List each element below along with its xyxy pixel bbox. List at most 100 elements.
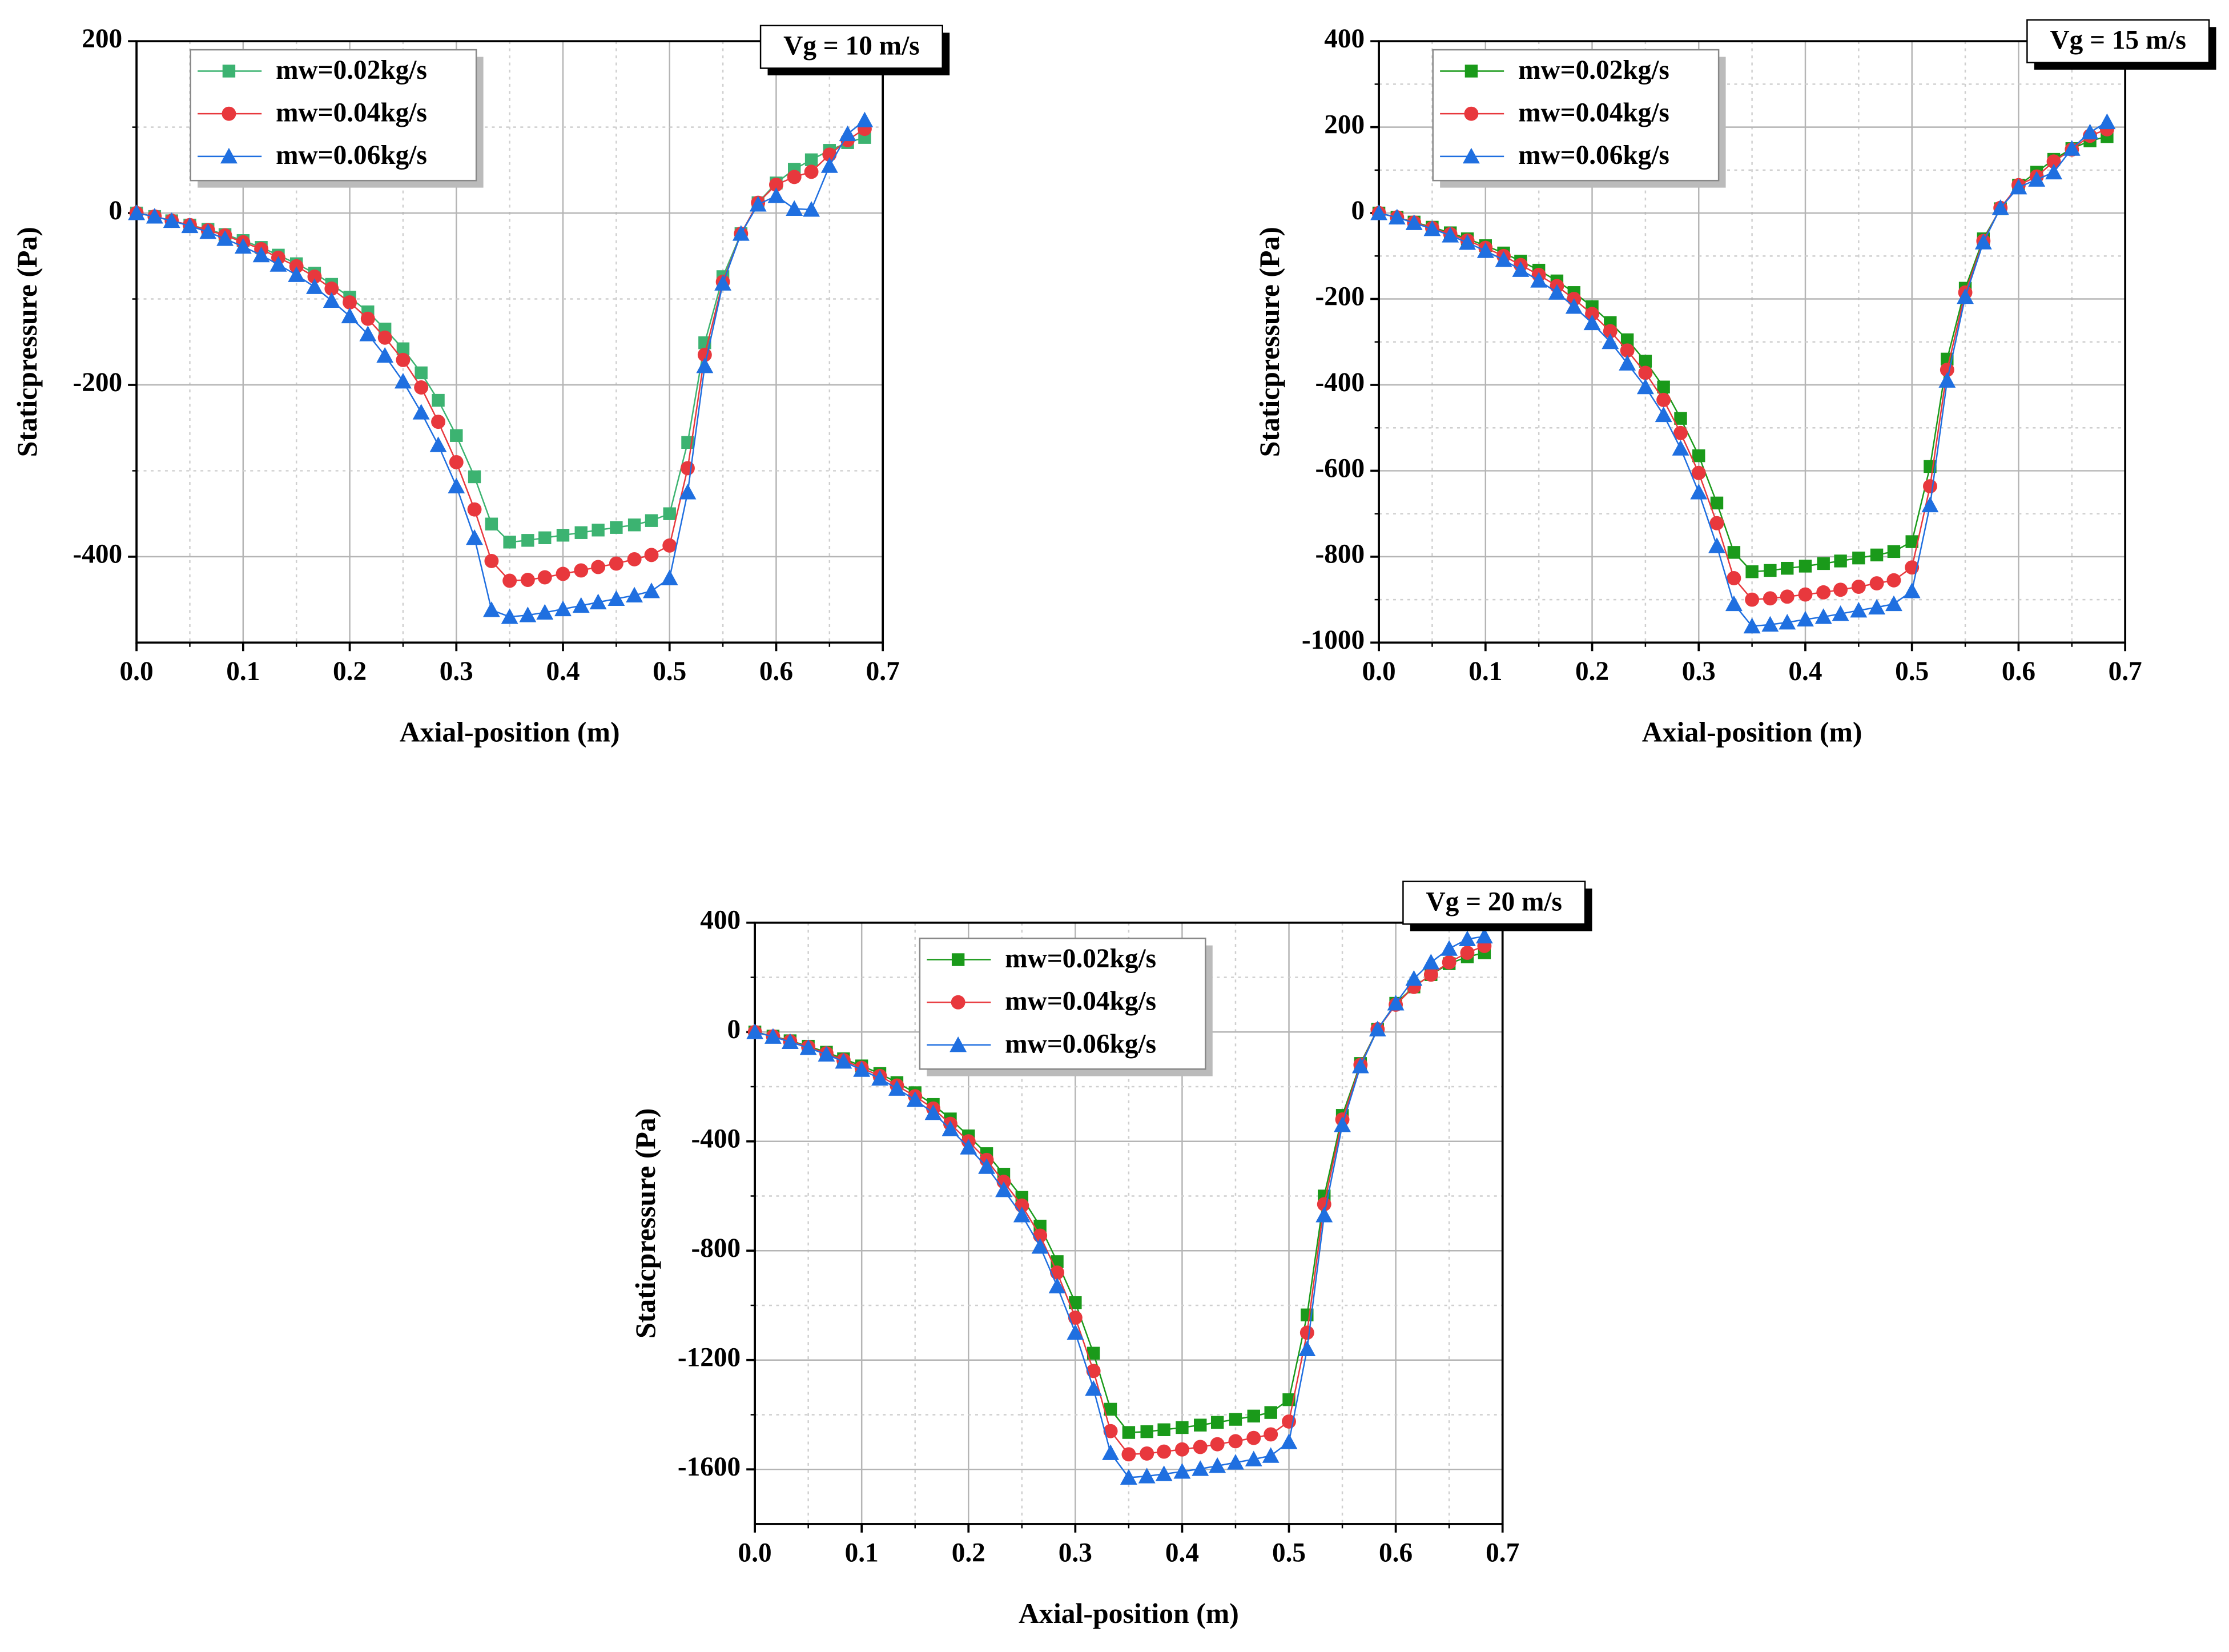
marker <box>1227 1454 1244 1470</box>
marker <box>610 521 623 534</box>
marker <box>1619 355 1636 371</box>
marker <box>1068 1311 1083 1325</box>
marker <box>1176 1421 1189 1434</box>
marker <box>324 282 339 296</box>
marker <box>995 1181 1012 1197</box>
marker <box>1817 557 1830 570</box>
marker <box>781 1033 799 1049</box>
marker <box>394 373 412 389</box>
marker <box>1727 546 1741 559</box>
marker <box>1460 946 1475 960</box>
marker <box>1246 1430 1261 1445</box>
marker <box>2063 140 2081 156</box>
marker <box>591 560 606 574</box>
marker <box>2098 113 2116 130</box>
marker <box>1938 372 1956 388</box>
y-tick-label: 400 <box>700 906 741 935</box>
y-tick-label: -1000 <box>1302 625 1365 655</box>
marker <box>1725 595 1743 612</box>
marker <box>1512 261 1530 277</box>
marker <box>1814 608 1832 624</box>
marker <box>484 553 499 568</box>
marker <box>1797 610 1814 627</box>
x-tick-label: 0.2 <box>952 1538 985 1568</box>
marker <box>803 201 820 217</box>
marker <box>1743 617 1761 634</box>
marker <box>307 269 322 284</box>
marker <box>1031 1238 1049 1254</box>
marker <box>360 311 375 326</box>
marker <box>341 307 359 324</box>
marker <box>2028 171 2046 187</box>
marker <box>749 196 767 212</box>
marker <box>519 606 537 622</box>
marker <box>181 217 199 234</box>
marker <box>467 502 482 517</box>
marker <box>1104 1402 1117 1416</box>
marker <box>1585 307 1599 321</box>
marker <box>1209 1457 1226 1473</box>
marker <box>1656 392 1671 407</box>
y-tick-label: -800 <box>691 1233 741 1263</box>
marker <box>1495 251 1512 267</box>
marker <box>2081 123 2099 140</box>
marker <box>359 325 377 341</box>
marker <box>1745 565 1759 578</box>
marker <box>1710 496 1724 510</box>
marker <box>1691 465 1706 480</box>
chart: 0.0 0.1 0.2 0.3 0.4 0.5 0.6 0.7 -400 -200 0 200 Axia… <box>11 24 950 748</box>
marker <box>1709 516 1724 530</box>
legend-label: mw=0.06kg/s <box>1005 1029 1156 1059</box>
marker <box>199 223 217 239</box>
marker <box>1103 1424 1118 1438</box>
marker <box>448 477 465 493</box>
marker <box>538 531 552 544</box>
marker <box>376 347 394 363</box>
marker <box>1086 1364 1101 1378</box>
marker <box>288 266 305 282</box>
marker <box>503 536 516 549</box>
marker <box>536 604 554 620</box>
marker <box>521 534 534 547</box>
marker <box>1620 343 1635 358</box>
marker <box>661 569 678 585</box>
marker <box>1247 1409 1260 1423</box>
marker <box>574 526 588 539</box>
marker <box>1262 1447 1280 1463</box>
marker <box>1121 1447 1136 1462</box>
marker <box>1636 378 1654 395</box>
x-tick-label: 0.2 <box>333 657 367 686</box>
marker <box>746 1023 764 1039</box>
marker <box>888 1080 906 1096</box>
x-tick-label: 0.3 <box>1682 657 1716 686</box>
marker <box>468 470 481 484</box>
marker <box>1672 440 1689 456</box>
marker <box>1834 554 1847 568</box>
marker <box>216 230 234 246</box>
legend-label: mw=0.06kg/s <box>276 140 427 170</box>
x-tick-label: 0.7 <box>1486 1538 1519 1568</box>
marker <box>1764 564 1777 577</box>
marker <box>1210 1437 1225 1452</box>
y-axis-label: Staticpressure (Pa) <box>1254 227 1285 457</box>
marker <box>627 552 642 566</box>
marker <box>466 529 483 545</box>
marker <box>305 278 323 294</box>
x-tick-label: 0.6 <box>1379 1538 1413 1568</box>
marker <box>1334 1116 1351 1132</box>
y-tick-label: -1600 <box>678 1452 741 1482</box>
marker <box>1583 314 1601 331</box>
marker <box>1157 1423 1170 1436</box>
marker <box>482 601 500 617</box>
legend-marker <box>951 995 965 1010</box>
marker <box>1886 573 1901 588</box>
marker <box>679 484 697 500</box>
marker <box>412 404 430 420</box>
marker <box>429 436 447 452</box>
marker <box>681 461 695 476</box>
marker <box>431 415 445 429</box>
marker <box>1013 1207 1031 1223</box>
x-tick-label: 0.7 <box>2109 657 2142 686</box>
marker <box>449 455 464 469</box>
marker <box>1974 234 1992 250</box>
